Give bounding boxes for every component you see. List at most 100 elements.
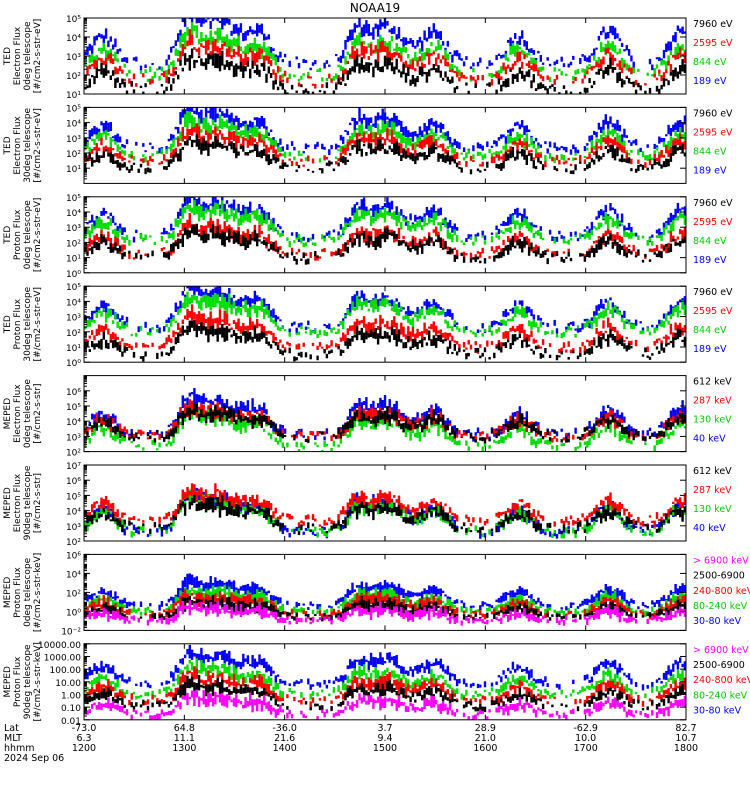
data-point bbox=[165, 86, 168, 91]
data-point bbox=[344, 242, 347, 252]
data-point bbox=[346, 416, 349, 420]
data-point bbox=[104, 64, 108, 76]
data-point bbox=[253, 37, 257, 51]
data-point bbox=[346, 218, 349, 228]
data-point bbox=[221, 111, 224, 117]
data-point bbox=[362, 45, 366, 59]
data-point bbox=[216, 286, 219, 299]
data-point bbox=[207, 400, 210, 403]
data-point bbox=[618, 38, 621, 42]
data-point bbox=[516, 73, 519, 82]
data-point bbox=[488, 73, 491, 77]
data-point bbox=[625, 318, 628, 322]
data-point bbox=[495, 344, 498, 348]
data-point bbox=[276, 146, 280, 153]
data-point bbox=[256, 504, 259, 509]
data-point bbox=[223, 113, 226, 118]
data-point bbox=[432, 121, 435, 127]
legend-entry: 612 keV bbox=[693, 377, 732, 388]
data-point bbox=[242, 214, 245, 223]
data-point bbox=[620, 424, 624, 434]
data-point bbox=[360, 123, 363, 137]
data-point bbox=[665, 421, 668, 431]
data-point bbox=[125, 166, 129, 171]
data-point bbox=[188, 55, 191, 71]
data-point bbox=[302, 73, 305, 76]
data-point bbox=[611, 207, 614, 211]
data-point bbox=[634, 255, 638, 258]
data-point bbox=[560, 154, 563, 160]
data-point bbox=[641, 235, 645, 239]
data-point bbox=[365, 228, 368, 242]
data-point bbox=[560, 439, 563, 443]
data-point bbox=[128, 69, 131, 74]
data-point bbox=[258, 118, 261, 129]
data-point bbox=[104, 49, 108, 61]
data-point bbox=[197, 47, 201, 56]
data-point bbox=[416, 137, 419, 144]
data-point bbox=[383, 124, 387, 133]
data-point bbox=[107, 133, 110, 136]
data-point bbox=[430, 68, 433, 71]
data-point bbox=[546, 88, 549, 94]
data-point bbox=[630, 67, 633, 75]
data-point bbox=[655, 346, 659, 350]
data-point bbox=[439, 329, 442, 335]
data-point bbox=[562, 146, 566, 151]
data-point bbox=[325, 332, 329, 337]
data-point bbox=[170, 313, 173, 320]
data-point bbox=[216, 226, 219, 239]
data-point bbox=[109, 427, 112, 438]
data-point bbox=[414, 339, 417, 347]
data-point bbox=[374, 146, 377, 155]
data-point bbox=[374, 415, 377, 428]
data-point bbox=[216, 218, 219, 228]
data-point bbox=[188, 297, 191, 305]
data-point bbox=[256, 117, 259, 127]
data-point bbox=[425, 222, 429, 226]
data-point bbox=[544, 250, 547, 256]
series-1-points bbox=[84, 18, 686, 71]
data-point bbox=[509, 318, 512, 322]
data-point bbox=[249, 317, 252, 330]
data-point bbox=[269, 244, 273, 250]
data-point bbox=[325, 60, 329, 64]
data-point bbox=[502, 319, 505, 326]
data-point bbox=[669, 128, 673, 136]
data-point bbox=[613, 67, 617, 70]
data-point bbox=[293, 356, 296, 362]
data-point bbox=[388, 212, 391, 216]
data-point bbox=[286, 252, 289, 258]
data-point bbox=[534, 322, 538, 328]
data-point bbox=[500, 429, 503, 431]
data-point bbox=[583, 229, 587, 232]
y-tick-label: 10⁰ bbox=[66, 270, 81, 280]
data-point bbox=[290, 252, 294, 256]
data-point bbox=[411, 222, 415, 225]
data-point bbox=[402, 37, 405, 47]
data-point bbox=[483, 442, 487, 447]
data-point bbox=[609, 116, 612, 124]
data-point bbox=[414, 432, 417, 438]
data-point bbox=[139, 70, 143, 74]
data-point bbox=[281, 350, 284, 356]
data-point bbox=[576, 325, 580, 329]
data-point bbox=[583, 345, 587, 352]
data-point bbox=[660, 343, 663, 351]
data-point bbox=[170, 319, 173, 327]
data-point bbox=[504, 320, 508, 326]
data-point bbox=[497, 154, 501, 161]
data-point bbox=[318, 329, 322, 335]
data-point bbox=[444, 420, 447, 428]
data-point bbox=[181, 291, 184, 296]
data-point bbox=[244, 233, 247, 241]
data-point bbox=[230, 203, 233, 211]
data-point bbox=[309, 431, 312, 435]
data-point bbox=[242, 231, 245, 237]
data-point bbox=[372, 50, 375, 54]
data-point bbox=[411, 239, 415, 250]
data-point bbox=[455, 66, 459, 73]
data-point bbox=[500, 342, 503, 349]
data-point bbox=[509, 128, 512, 137]
